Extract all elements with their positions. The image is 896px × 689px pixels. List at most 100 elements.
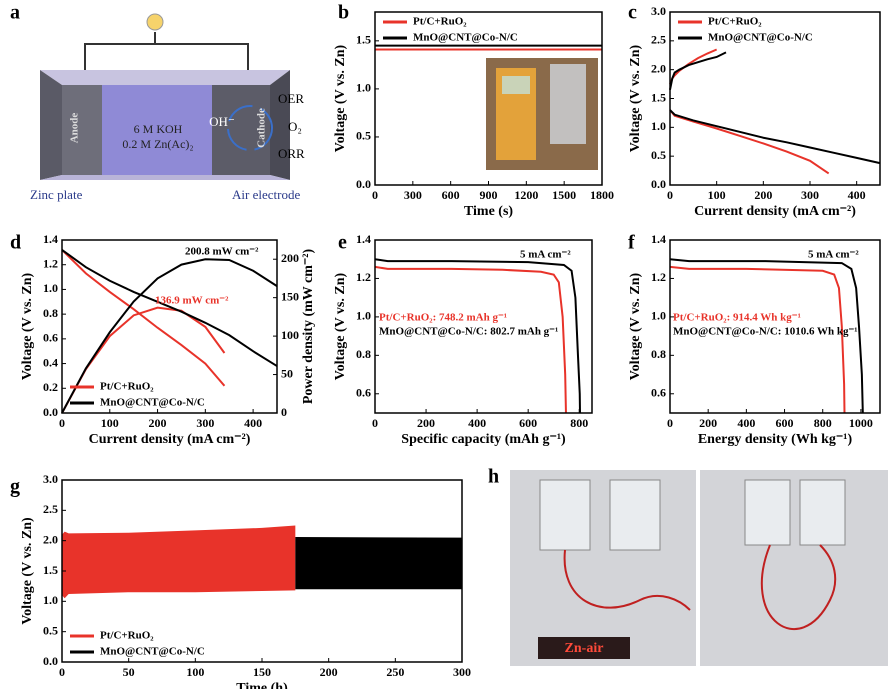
line	[669, 48, 830, 175]
x-tick-label: 400	[848, 188, 866, 202]
cathode-face	[212, 85, 270, 175]
x-tick-label: 150	[253, 665, 271, 679]
cell	[539, 479, 591, 551]
x-tick-label: 1200	[514, 188, 538, 202]
y-tick-label: 1.0	[651, 309, 666, 323]
x-tick-label: 300	[404, 188, 422, 202]
x-axis-label: Current density (mA cm⁻²)	[89, 432, 251, 447]
y2-tick-label: 150	[281, 289, 299, 303]
cycle-arrow	[227, 105, 273, 151]
x-tick-label: 100	[708, 188, 726, 202]
line	[374, 265, 567, 414]
y2-axis-label: Power density (mW cm⁻²)	[301, 249, 316, 405]
wire	[84, 43, 249, 70]
gas-label: O₂	[288, 119, 302, 134]
annotation: 5 mA cm⁻²	[808, 249, 859, 261]
x-tick-label: 0	[59, 416, 65, 430]
y-tick-label: 1.2	[651, 270, 666, 284]
anode-label: Anode	[69, 113, 81, 144]
electrolyte-label: 6 M KOH	[134, 122, 183, 136]
wire	[563, 549, 691, 611]
legend-label: Pt/C+RuO₂	[413, 16, 467, 28]
y-tick-label: 1.2	[43, 256, 58, 270]
x-axis-label: Current density (mA cm⁻²)	[694, 204, 856, 219]
anode-face	[62, 85, 102, 175]
y-tick-label: 2.5	[43, 502, 58, 516]
air-label: Air electrode	[232, 187, 300, 202]
panel-label: a	[10, 2, 20, 24]
y-tick-label: 0.6	[356, 386, 371, 400]
plot-frame	[61, 239, 278, 414]
y-tick-label: 0.5	[43, 623, 58, 637]
line	[669, 258, 864, 414]
cathode-label: Cathode	[256, 108, 268, 148]
panel-label: c	[628, 2, 637, 24]
band	[62, 525, 296, 599]
x-axis-label: Specific capacity (mAh g⁻¹)	[401, 432, 566, 447]
led-panel	[538, 637, 630, 659]
electrolyte-label: 0.2 M Zn(Ac)₂	[122, 137, 193, 151]
y-tick-label: 0.0	[43, 654, 58, 668]
y-tick-label: 0.0	[356, 177, 371, 191]
x-tick-label: 300	[196, 416, 214, 430]
cell	[744, 479, 791, 546]
panel-label: g	[10, 476, 20, 498]
y-tick-label: 1.5	[651, 90, 666, 104]
line	[61, 249, 226, 387]
x-tick-label: 600	[776, 416, 794, 430]
schematic: a Anode Cathode 6 M KOH 0.2 M Zn(Ac)₂ OH…	[10, 2, 305, 202]
y-tick-label: 1.4	[43, 232, 58, 246]
x-tick-label: 0	[667, 188, 673, 202]
y-tick-label: 0.4	[43, 355, 58, 369]
y-axis-label: Voltage (V vs. Zn)	[20, 272, 35, 380]
x-tick-label: 1000	[849, 416, 873, 430]
x-tick-label: 300	[453, 665, 471, 679]
y-axis-label: Voltage (V vs. Zn)	[628, 44, 643, 152]
x-tick-label: 400	[468, 416, 486, 430]
x-tick-label: 900	[480, 188, 498, 202]
y-tick-label: 0.8	[651, 347, 666, 361]
y2-tick-label: 200	[281, 251, 299, 265]
panel-label: e	[338, 232, 347, 254]
x-axis-label: Time (h)	[236, 681, 288, 689]
plot-frame	[669, 239, 881, 414]
x-tick-label: 600	[519, 416, 537, 430]
annotation: 200.8 mW cm⁻²	[185, 246, 259, 258]
y-tick-label: 0.5	[356, 129, 371, 143]
y-axis-label: Voltage (V vs. Zn)	[20, 517, 35, 625]
x-tick-label: 250	[386, 665, 404, 679]
legend-label: MnO@CNT@Co-N/C	[100, 646, 205, 658]
box-bottom	[40, 175, 290, 180]
x-tick-label: 600	[442, 188, 460, 202]
annotation: 5 mA cm⁻²	[520, 249, 571, 261]
x-tick-label: 800	[570, 416, 588, 430]
electrolyte	[102, 85, 212, 175]
wire	[760, 544, 837, 631]
line	[669, 51, 881, 165]
y-tick-label: 0.6	[651, 386, 666, 400]
plot-frame	[374, 239, 593, 414]
y-tick-label: 0.8	[43, 306, 58, 320]
x-axis-label: Time (s)	[464, 204, 513, 219]
y-tick-label: 1.0	[43, 281, 58, 295]
x-tick-label: 0	[372, 188, 378, 202]
x-tick-label: 100	[186, 665, 204, 679]
x-tick-label: 0	[59, 665, 65, 679]
y2-tick-label: 100	[281, 328, 299, 342]
cell	[609, 479, 661, 551]
y2-tick-label: 50	[281, 366, 293, 380]
line	[669, 265, 846, 414]
y-tick-label: 1.0	[43, 593, 58, 607]
x-tick-label: 50	[123, 665, 135, 679]
panel-label: d	[10, 232, 21, 254]
annotation: Pt/C+RuO₂: 748.2 mAh g⁻¹	[379, 312, 507, 324]
y-axis-label: Voltage (V vs. Zn)	[628, 272, 643, 380]
cell	[550, 64, 586, 144]
x-tick-label: 400	[244, 416, 262, 430]
annotation: MnO@CNT@Co-N/C: 802.7 mAh g⁻¹	[379, 326, 558, 338]
y-tick-label: 0.2	[43, 380, 58, 394]
x-tick-label: 0	[372, 416, 378, 430]
x-tick-label: 200	[417, 416, 435, 430]
x-axis-label: Energy density (Wh kg⁻¹)	[698, 432, 853, 447]
